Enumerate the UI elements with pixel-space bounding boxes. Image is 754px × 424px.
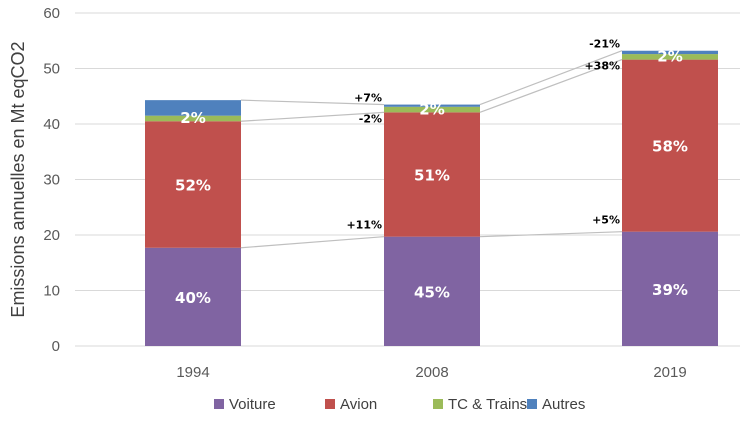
connector-avion [479, 59, 623, 113]
segment-label: 45% [414, 283, 450, 301]
legend-swatch [433, 399, 443, 409]
bar-segment-autres-1994 [145, 100, 241, 116]
connector-autres [479, 50, 623, 106]
legend-swatch [325, 399, 335, 409]
segment-label: 58% [652, 138, 688, 156]
x-axis-ticks: 1994 2008 2019 [176, 364, 686, 381]
legend-swatch [527, 399, 537, 409]
connector-voiture [479, 231, 623, 238]
legend-label: Autres [542, 396, 585, 413]
bar-segment-voiture-2008 [384, 236, 480, 346]
x-tick-label: 2008 [415, 364, 448, 381]
growth-annotation: -21% [589, 38, 620, 51]
y-tick-label: 40 [43, 116, 60, 133]
y-tick-label: 30 [43, 172, 60, 189]
growth-annotation: -2% [359, 112, 382, 125]
legend-label: Voiture [229, 396, 276, 413]
bar-segment-voiture-1994 [145, 247, 241, 346]
legend: Voiture Avion TC & Trains Autres [214, 396, 585, 413]
growth-annotation: +11% [346, 219, 382, 232]
segment-label: 51% [414, 167, 450, 185]
bar-segment-avion-2008 [384, 112, 480, 237]
growth-annotation: +7% [354, 92, 382, 105]
x-tick-label: 2019 [653, 364, 686, 381]
y-tick-label: 20 [43, 227, 60, 244]
connector-avion [240, 111, 385, 122]
y-axis-label: Emissions annuelles en Mt eqCO2 [8, 41, 28, 317]
x-tick-label: 1994 [176, 364, 209, 381]
segment-label: 2% [657, 48, 682, 66]
growth-annotations: +11% +5% -2% +38% +7% -21% [346, 38, 620, 232]
bars [145, 50, 718, 346]
connector-lines [240, 50, 623, 249]
connector-voiture [240, 236, 385, 249]
bar-segment-tc-trains-1994 [145, 115, 241, 122]
bar-segment-tc-trains-2008 [384, 106, 480, 113]
connector-autres [240, 99, 385, 106]
bar-segment-voiture-2019 [622, 231, 718, 346]
bar-segment-avion-1994 [145, 121, 241, 248]
y-tick-label: 0 [52, 338, 60, 355]
bar-segment-autres-2008 [384, 104, 480, 107]
legend-swatch [214, 399, 224, 409]
segment-labels: 40% 45% 39% 52% 51% 58% 2% 2% 2% [175, 48, 688, 307]
bar-segment-autres-2019 [622, 50, 718, 55]
segment-label: 2% [180, 109, 205, 127]
segment-label: 40% [175, 289, 211, 307]
y-tick-label: 60 [43, 5, 60, 22]
legend-label: Avion [340, 396, 377, 413]
y-tick-label: 10 [43, 283, 60, 300]
segment-label: 39% [652, 281, 688, 299]
y-tick-label: 50 [43, 61, 60, 78]
segment-label: 2% [419, 100, 444, 118]
legend-label: TC & Trains [448, 396, 527, 413]
segment-label: 52% [175, 176, 211, 194]
bar-segment-avion-2019 [622, 59, 718, 232]
y-axis-ticks: 0 10 20 30 40 50 60 [43, 5, 60, 355]
bar-segment-tc-trains-2019 [622, 54, 718, 60]
growth-annotation: +38% [584, 60, 620, 73]
growth-annotation: +5% [592, 214, 620, 227]
